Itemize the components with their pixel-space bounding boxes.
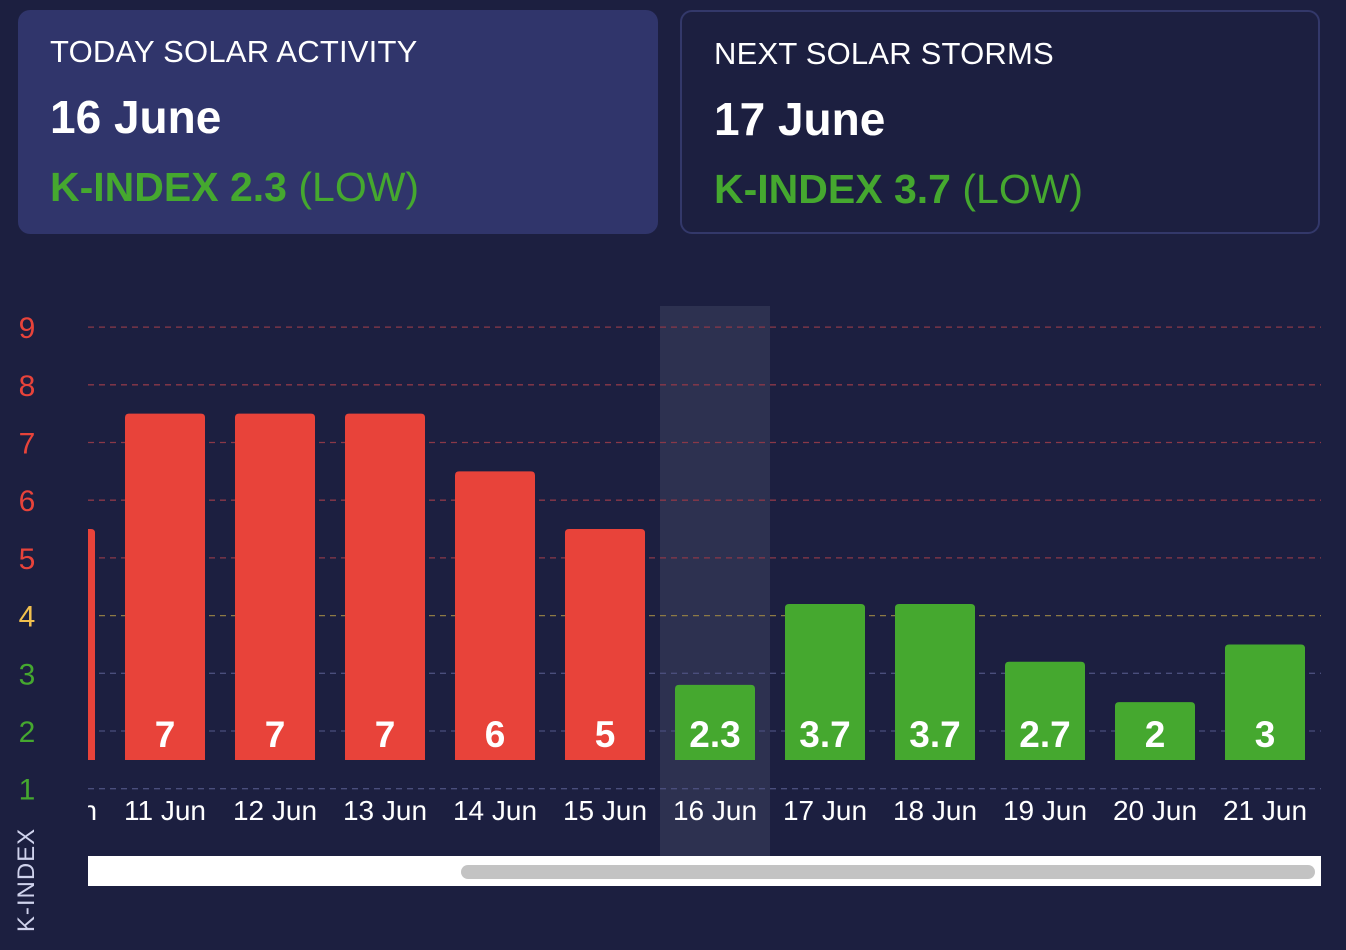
bar-value-label: 2.3 xyxy=(689,714,740,755)
bar-value-label: 7 xyxy=(375,714,396,755)
y-tick-label: 9 xyxy=(19,312,36,345)
bar xyxy=(88,529,95,760)
bar xyxy=(895,604,975,760)
bar-value-label: 2 xyxy=(1145,714,1166,755)
bar xyxy=(1115,702,1195,760)
x-tick-label: 20 Jun xyxy=(1113,795,1197,826)
today-solar-activity-card: TODAY SOLAR ACTIVITY 16 June K-INDEX 2.3… xyxy=(18,10,658,234)
x-tick-label: 11 Jun xyxy=(124,795,206,826)
bar xyxy=(125,413,205,760)
bar xyxy=(785,604,865,760)
next-kindex-level: (LOW) xyxy=(962,166,1084,212)
y-tick-label: 3 xyxy=(19,658,36,691)
kindex-bar-chart: 1 2 3 4 5 6 7 8 9 5 10 Jun 7 11 Jun 7 12 Jun 7 13 Jun 6 14… xyxy=(13,306,1321,856)
x-tick-label: 12 Jun xyxy=(233,795,317,826)
y-tick-label: 2 xyxy=(19,716,36,749)
bar xyxy=(235,413,315,760)
next-solar-storms-card: NEXT SOLAR STORMS 17 June K-INDEX 3.7 (L… xyxy=(680,10,1320,234)
y-axis-label: K-INDEX xyxy=(13,827,40,933)
bar-value-label: 7 xyxy=(155,714,176,755)
bar-value-label: 3.7 xyxy=(799,714,850,755)
bars-group: 5 10 Jun 7 11 Jun 7 12 Jun 7 13 Jun 6 14 Jun 5 15 J… xyxy=(13,413,1307,826)
y-tick-label: 1 xyxy=(19,774,36,807)
y-tick-label: 6 xyxy=(19,485,36,518)
bar xyxy=(345,413,425,760)
bar xyxy=(675,684,755,760)
bar-value-label: 5 xyxy=(595,714,616,755)
today-kindex-line: K-INDEX 2.3 (LOW) xyxy=(50,164,626,211)
today-kindex-value: K-INDEX 2.3 xyxy=(50,164,287,210)
x-tick-label: 14 Jun xyxy=(453,795,537,826)
bar-value-label: 5 xyxy=(45,714,66,755)
x-tick-label: 16 Jun xyxy=(673,795,757,826)
next-date: 17 June xyxy=(714,93,886,145)
today-kindex-level: (LOW) xyxy=(298,164,420,210)
bar xyxy=(455,471,535,760)
chart-scrollbar[interactable] xyxy=(88,856,1321,886)
bar-value-label: 3.7 xyxy=(909,714,960,755)
x-tick-label: 10 Jun xyxy=(13,795,97,826)
next-kindex-value: K-INDEX 3.7 xyxy=(714,166,951,212)
x-tick-label: 18 Jun xyxy=(893,795,977,826)
next-kindex-line: K-INDEX 3.7 (LOW) xyxy=(714,166,1286,213)
scrollbar-thumb[interactable] xyxy=(461,865,1315,879)
x-tick-label: 17 Jun xyxy=(783,795,867,826)
x-tick-label: 19 Jun xyxy=(1003,795,1087,826)
bar xyxy=(1225,644,1305,760)
today-date: 16 June xyxy=(50,91,222,143)
y-tick-label: 8 xyxy=(19,370,36,403)
bar-value-label: 3 xyxy=(1255,714,1276,755)
x-tick-label: 15 Jun xyxy=(563,795,647,826)
next-heading: NEXT SOLAR STORMS xyxy=(714,36,1054,71)
bar xyxy=(1005,661,1085,760)
bar-value-label: 7 xyxy=(265,714,286,755)
y-tick-label: 4 xyxy=(19,601,36,634)
y-tick-label: 5 xyxy=(19,543,36,576)
bar-value-label: 6 xyxy=(485,714,506,755)
x-tick-label: 13 Jun xyxy=(343,795,427,826)
y-tick-label: 7 xyxy=(19,428,36,461)
bar xyxy=(565,529,645,760)
today-heading: TODAY SOLAR ACTIVITY xyxy=(50,34,418,69)
bar-value-label: 2.7 xyxy=(1019,714,1070,755)
x-tick-label: 21 Jun xyxy=(1223,795,1307,826)
highlight-column xyxy=(660,306,770,856)
